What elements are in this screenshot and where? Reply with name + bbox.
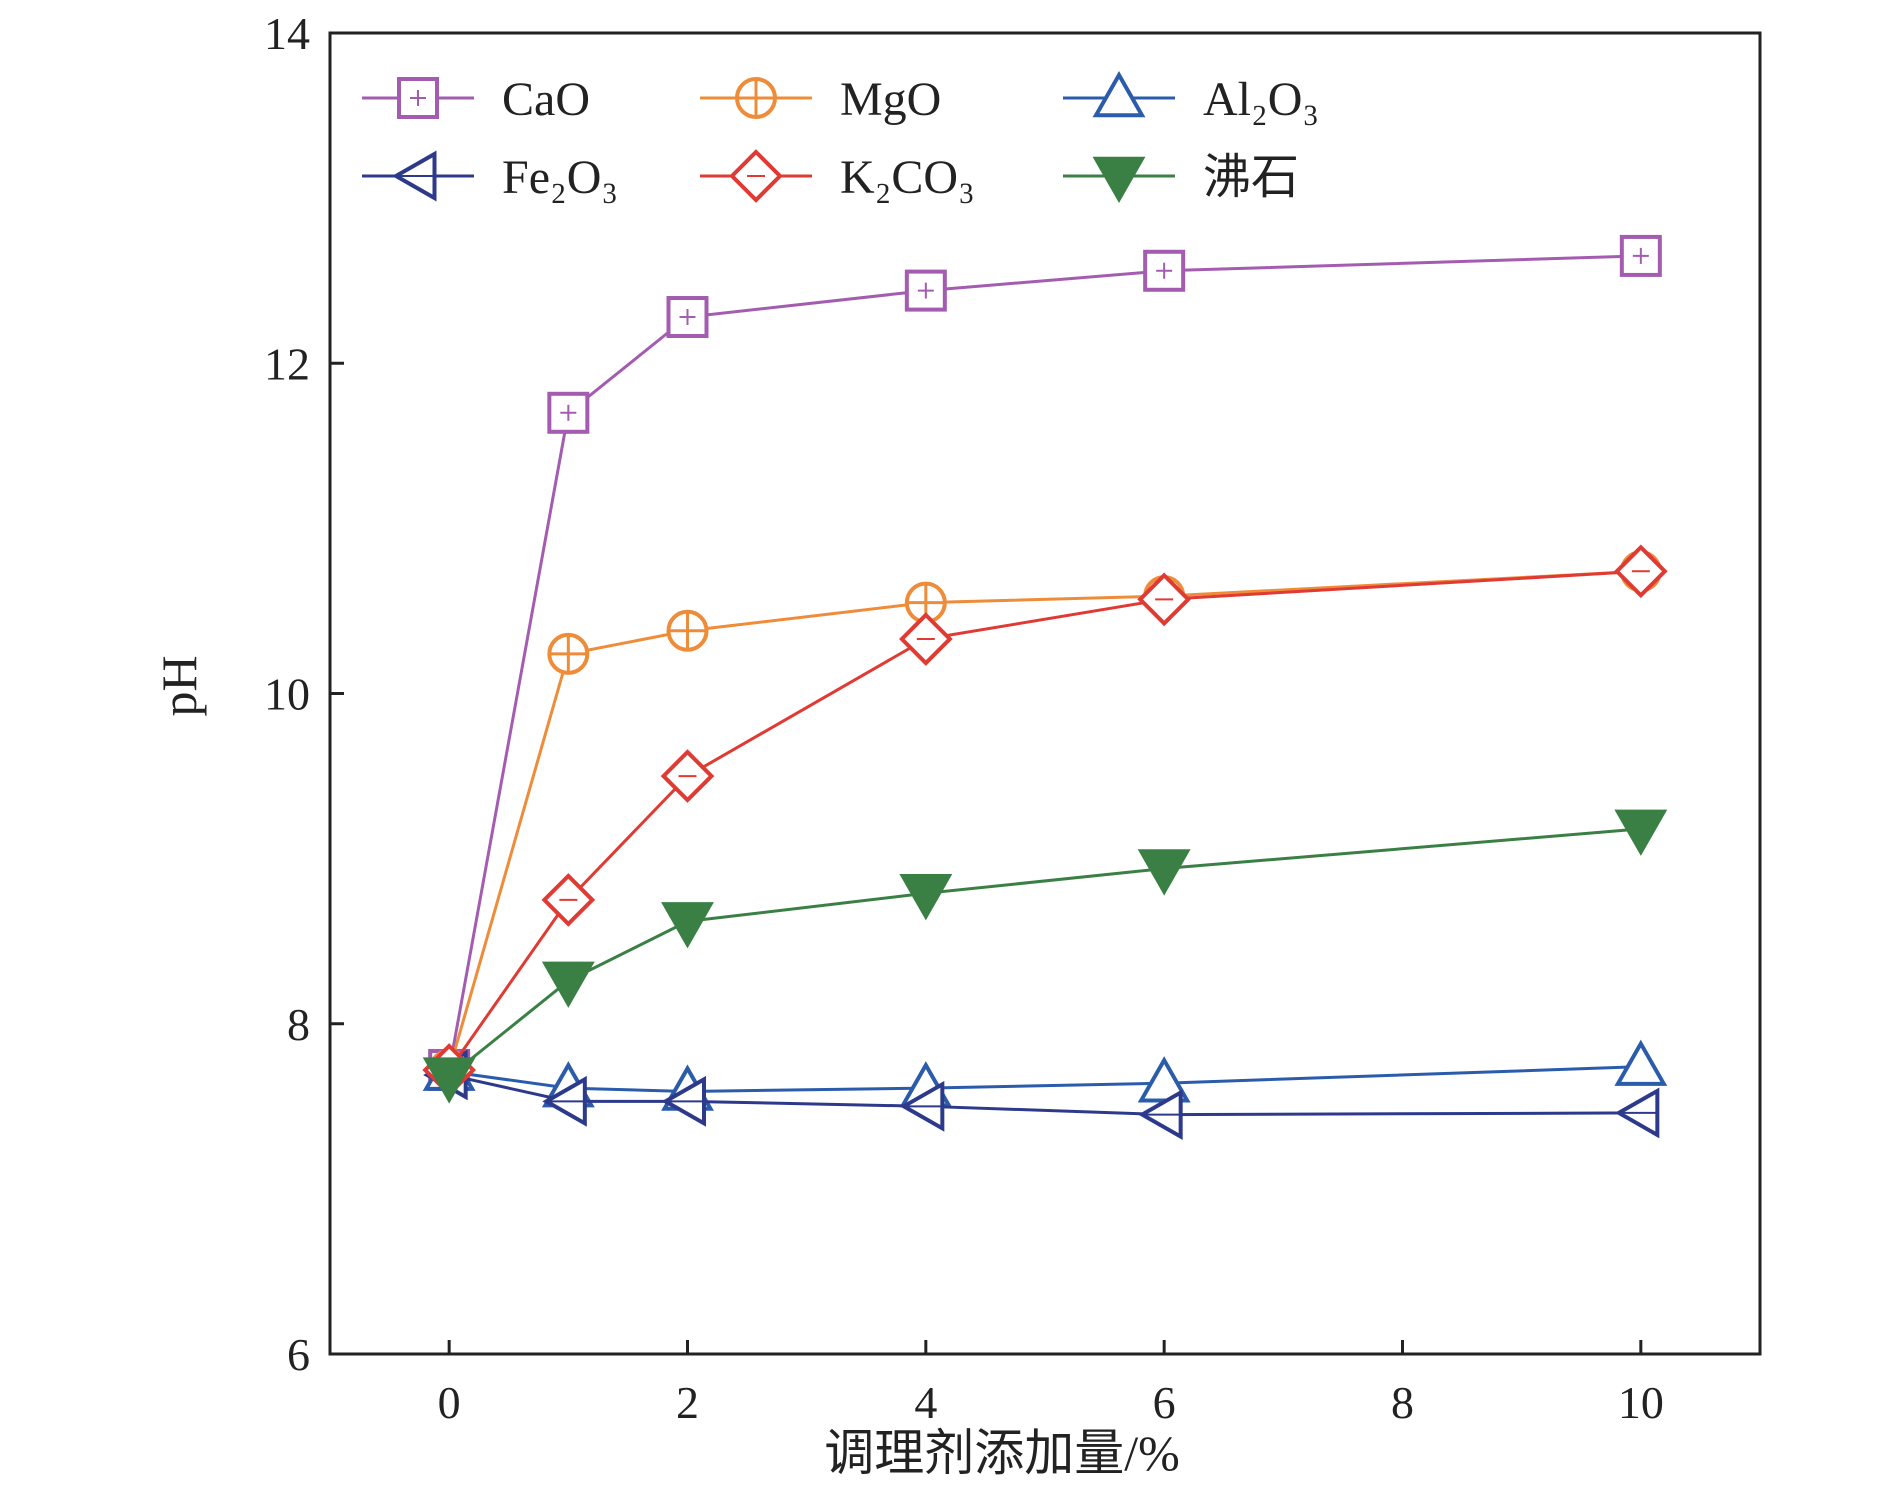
legend: CaO MgO Al₂O₃ Fe₂O₃ K₂CO₃ 沸石 [362, 70, 1319, 204]
y-tick-label: 12 [264, 338, 310, 389]
legend-item-2: Al₂O₃ [1063, 70, 1319, 126]
series-group [422, 234, 1668, 1141]
x-tick-label: 6 [1153, 1377, 1176, 1428]
legend-label: CaO [502, 73, 590, 126]
data-point [661, 902, 714, 949]
series-line-3 [448, 1073, 1641, 1117]
series-4 [422, 544, 1668, 1097]
series-line-5 [448, 827, 1641, 1078]
legend-marker [397, 77, 439, 119]
x-tick-label: 0 [438, 1377, 461, 1428]
y-tick-label: 14 [264, 8, 310, 59]
series-line-1 [447, 569, 1641, 1071]
data-point [1614, 1039, 1668, 1086]
legend-item-3: Fe₂O₃ [362, 150, 618, 204]
legend-marker [1092, 156, 1146, 204]
ticks: 0 2 4 6 8 10 6 8 10 12 14 [264, 8, 1664, 1428]
data-point [1137, 849, 1191, 896]
legend-label: Fe₂O₃ [502, 151, 618, 204]
legend-label: Al₂O₃ [1203, 73, 1319, 126]
data-point [1143, 249, 1186, 292]
y-tick-label: 6 [287, 1329, 310, 1380]
series-0 [428, 234, 1662, 1091]
series-line-0 [447, 254, 1641, 1071]
x-tick-label: 10 [1618, 1377, 1664, 1428]
x-tick-label: 2 [676, 1377, 699, 1428]
y-tick-label: 10 [264, 669, 310, 720]
series-line-4 [447, 569, 1641, 1071]
series-2 [422, 1039, 1668, 1111]
data-point [422, 1057, 476, 1104]
series-line-2 [448, 1065, 1641, 1093]
data-point [899, 874, 953, 921]
series-5 [422, 809, 1668, 1104]
x-tick-label: 4 [914, 1377, 937, 1428]
data-point [541, 961, 595, 1008]
series-1 [428, 550, 1662, 1091]
x-tick-label: 8 [1391, 1377, 1414, 1428]
plot-frame [328, 31, 1762, 1356]
series-3 [423, 1049, 1660, 1141]
legend-marker [1092, 70, 1146, 118]
legend-label: MgO [840, 73, 941, 126]
legend-label: K₂CO₃ [840, 151, 975, 204]
axes [328, 31, 1762, 1356]
legend-item-1: MgO [700, 73, 941, 126]
legend-item-0: CaO [362, 73, 590, 126]
x-axis-title: 调理剂添加量/% [824, 1425, 1180, 1481]
data-point [1614, 809, 1668, 856]
data-point [1619, 234, 1662, 277]
legend-item-5: 沸石 [1063, 151, 1299, 204]
y-axis-title: pH [151, 655, 207, 716]
y-tick-label: 8 [287, 999, 310, 1050]
legend-label: 沸石 [1203, 151, 1299, 204]
legend-item-4: K₂CO₃ [700, 149, 975, 204]
